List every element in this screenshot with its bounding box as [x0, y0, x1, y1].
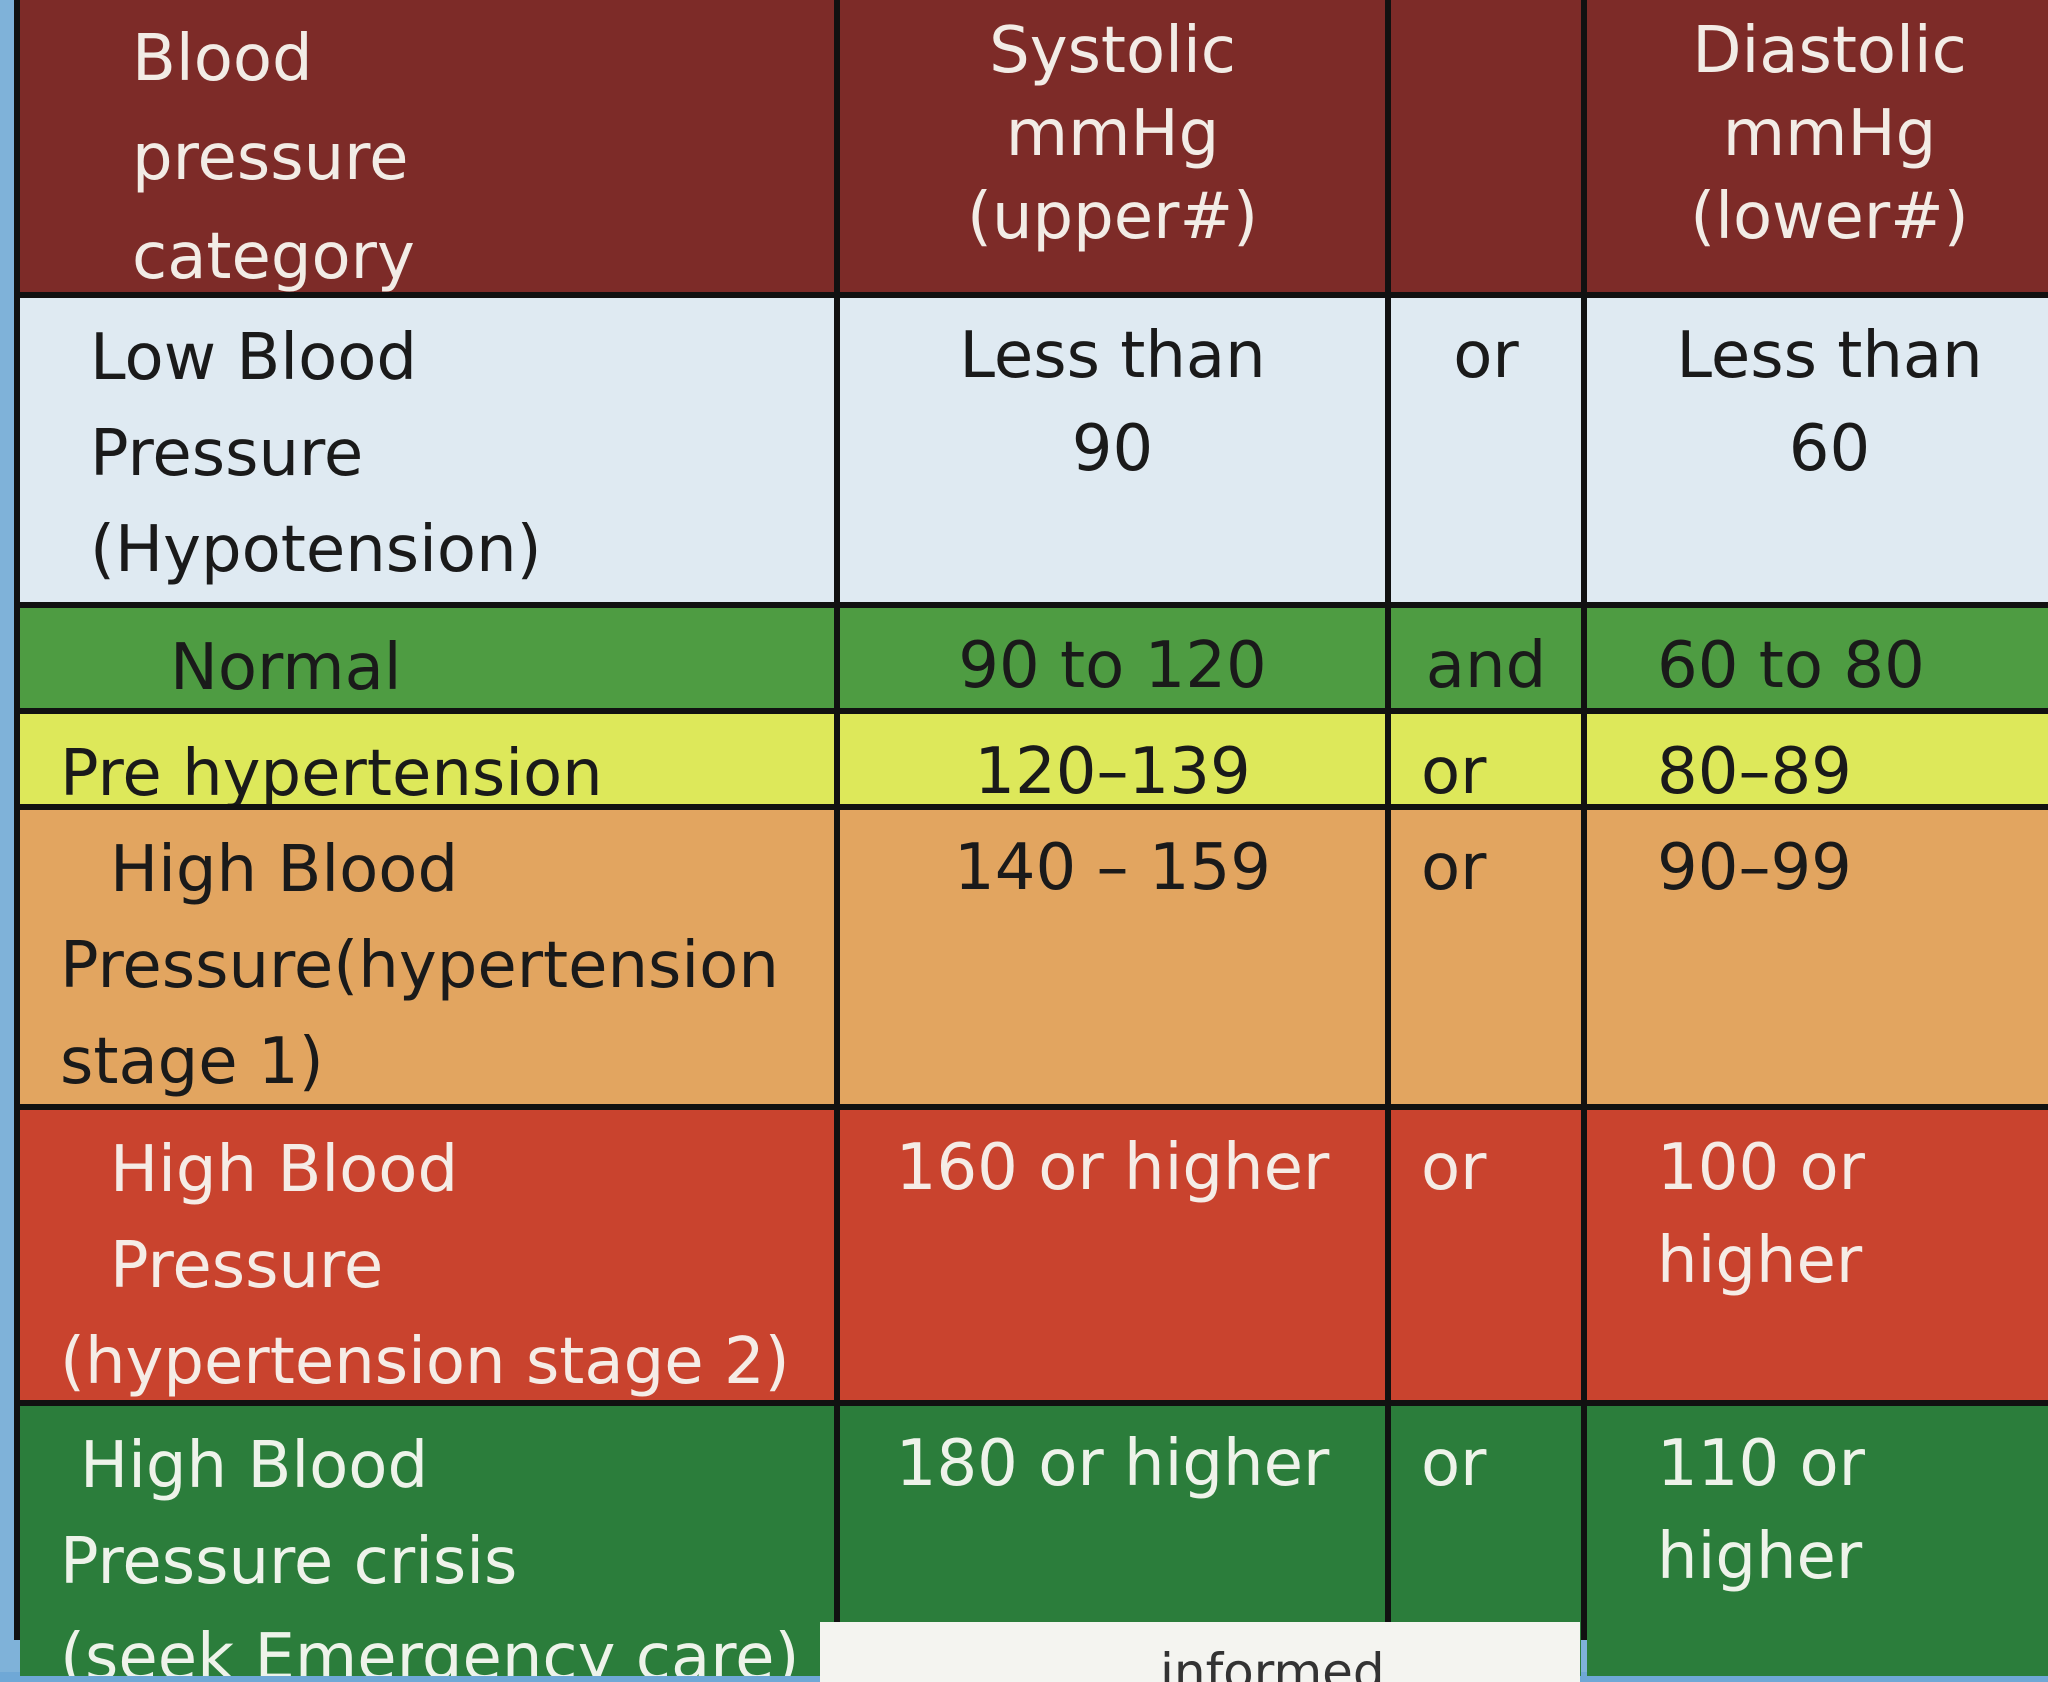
category-line: Pressure [110, 1229, 384, 1303]
row-crisis-diastolic: 110 or higher [1587, 1406, 2048, 1676]
row-stage2-conjunction: or [1391, 1110, 1581, 1400]
row-stage1-conjunction: or [1391, 810, 1581, 1104]
row-low-systolic: Less than 90 [840, 298, 1385, 602]
header-diastolic: Diastolic mmHg (lower#) [1587, 0, 2048, 292]
header-category-line: pressure [132, 121, 409, 196]
category-line: High Blood [110, 1133, 459, 1207]
header-category: Blood pressure category [20, 0, 834, 292]
row-prehypertension-category: Pre hypertension [20, 714, 834, 804]
row-stage2-systolic: 160 or higher [840, 1110, 1385, 1400]
header-diastolic-line: mmHg [1722, 97, 1937, 172]
category-line: Pre hypertension [60, 737, 603, 804]
row-crisis-category: High Blood Pressure crisis (seek Emergen… [20, 1406, 834, 1676]
category-line: Normal [170, 631, 402, 705]
header-systolic-line: (upper#) [966, 180, 1259, 255]
header-conjunction [1391, 0, 1581, 292]
header-systolic: Systolic mmHg (upper#) [840, 0, 1385, 292]
header-category-line: Blood [132, 22, 313, 96]
systolic-line: 90 [1071, 411, 1154, 486]
row-normal-category: Normal [20, 608, 834, 708]
category-line: Pressure [90, 417, 364, 491]
row-stage1-systolic: 140 – 159 [840, 810, 1385, 1104]
row-prehypertension-conjunction: or [1391, 714, 1581, 804]
row-normal-conjunction: and [1391, 608, 1581, 708]
header-systolic-line: Systolic [989, 14, 1236, 88]
row-low-conjunction: or [1391, 298, 1581, 602]
category-line: Pressure crisis [60, 1525, 518, 1599]
category-line: (seek Emergency care) [60, 1621, 800, 1676]
category-line: stage 1) [60, 1025, 324, 1099]
row-low-diastolic: Less than 60 [1587, 298, 2048, 602]
blood-pressure-table: Blood pressure category Systolic mmHg (u… [14, 0, 2048, 1676]
systolic-line: Less than [959, 319, 1266, 393]
row-stage2-diastolic: 100 or higher [1587, 1110, 2048, 1400]
diastolic-line: Less than [1676, 319, 1983, 393]
category-line: Pressure(hypertension [60, 929, 779, 1003]
row-stage1-category: High Blood Pressure(hypertension stage 1… [20, 810, 834, 1104]
header-diastolic-line: Diastolic [1692, 14, 1967, 88]
diastolic-line: 60 [1788, 411, 1871, 486]
category-line: (Hypotension) [90, 513, 542, 587]
row-normal-systolic: 90 to 120 [840, 608, 1385, 708]
row-prehypertension-systolic: 120–139 [840, 714, 1385, 804]
category-line: Low Blood [90, 321, 417, 395]
row-prehypertension-diastolic: 80–89 [1587, 714, 2048, 804]
header-category-line: category [132, 220, 415, 292]
header-systolic-line: mmHg [1005, 97, 1220, 172]
row-stage2-category: High Blood Pressure (hypertension stage … [20, 1110, 834, 1400]
category-line: (hypertension stage 2) [60, 1325, 790, 1399]
row-low-category: Low Blood Pressure (Hypotension) [20, 298, 834, 602]
row-stage1-diastolic: 90–99 [1587, 810, 2048, 1104]
row-normal-diastolic: 60 to 80 [1587, 608, 2048, 708]
header-diastolic-line: (lower#) [1690, 180, 1969, 255]
footer-caption: informed [820, 1622, 1580, 1682]
category-line: High Blood [110, 833, 459, 907]
category-line: High Blood [80, 1429, 429, 1503]
